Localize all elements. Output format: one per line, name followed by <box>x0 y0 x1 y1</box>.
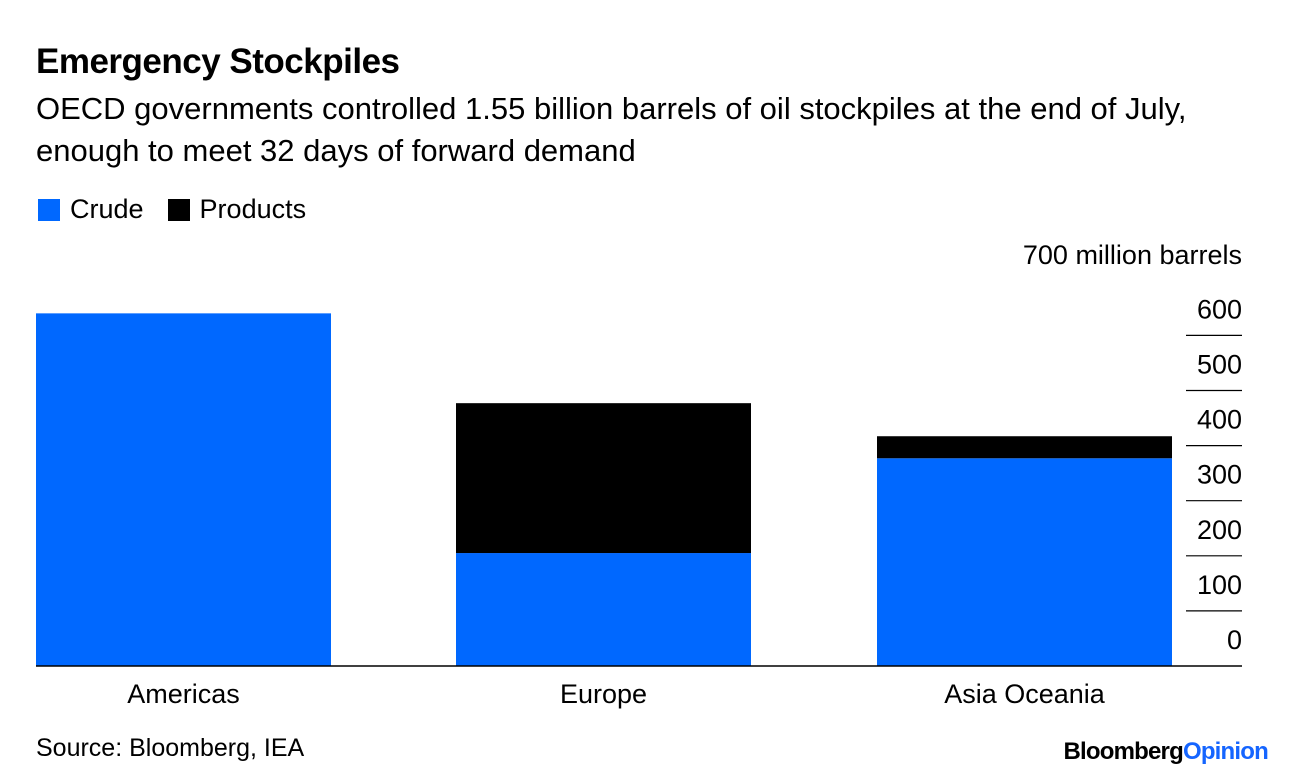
y-axis-unit-label: 700 million barrels <box>1023 240 1242 270</box>
bloomberg-opinion-logo: BloombergOpinion <box>1063 738 1268 766</box>
brand-opinion: Opinion <box>1182 738 1269 765</box>
legend-swatch-crude <box>38 198 60 221</box>
legend-label-products: Products <box>199 194 307 224</box>
bars-group <box>36 313 1172 666</box>
bar-asia-oceania-products <box>877 436 1172 459</box>
y-tick-label: 100 <box>1197 570 1242 600</box>
x-tick-label: Europe <box>560 679 647 709</box>
y-tick-label: 500 <box>1197 350 1242 380</box>
legend-label-crude: Crude <box>70 194 144 224</box>
y-tick-label: 300 <box>1197 460 1242 490</box>
y-tick-label: 0 <box>1227 625 1242 655</box>
x-axis: Americas Europe Asia Oceania <box>36 665 1242 709</box>
y-tick-label: 400 <box>1197 405 1242 435</box>
chart-subtitle: OECD governments controlled 1.55 billion… <box>36 91 1187 168</box>
legend-item-crude: Crude <box>38 194 144 225</box>
bar-europe-crude <box>456 553 751 666</box>
brand-bloomberg: Bloomberg <box>1063 738 1183 765</box>
bar-asia-oceania-crude <box>877 458 1172 666</box>
bar-europe-products <box>456 403 751 554</box>
legend-item-products: Products <box>167 194 307 225</box>
source-note: Source: Bloomberg, IEA <box>36 734 305 762</box>
legend-swatch-products <box>167 198 190 221</box>
y-tick-label: 200 <box>1197 515 1242 545</box>
x-tick-label: Asia Oceania <box>944 679 1106 709</box>
chart-title: Emergency Stockpiles <box>36 42 400 81</box>
bar-americas-crude <box>36 313 331 666</box>
legend: Crude Products <box>38 194 330 225</box>
x-tick-label: Americas <box>127 679 240 709</box>
y-axis: 0 100 200 300 400 500 600 700 million barrels <box>1023 240 1242 655</box>
y-tick-label: 600 <box>1197 294 1242 324</box>
